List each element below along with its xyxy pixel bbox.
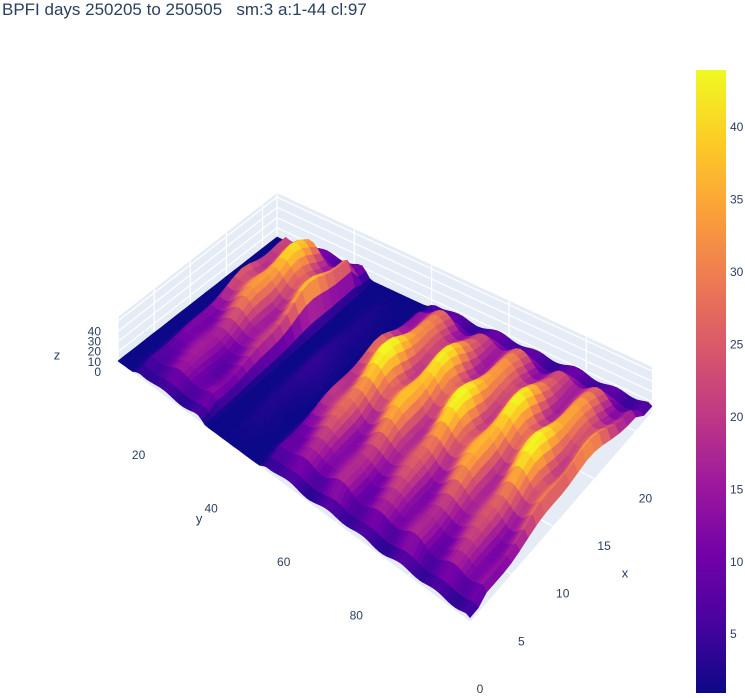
grid-line-z	[117, 206, 278, 332]
colorbar: 5 10 15 20 25 30 35 40	[696, 70, 744, 693]
grid-line-x	[117, 361, 471, 623]
z-tick-label: 0	[94, 365, 101, 379]
y-tick-label: 80	[350, 609, 364, 623]
colorbar-tick-label: 15	[730, 482, 744, 496]
x-tick-label: 5	[518, 634, 525, 648]
z-tick-label: 30	[88, 334, 102, 348]
grid-line-z	[117, 217, 278, 343]
z-tick-label: 20	[88, 345, 102, 359]
chart-title: BPFI days 250205 to 250505 sm:3 a:1-44 c…	[2, 0, 367, 19]
surface-cell	[466, 602, 479, 619]
z-axis-label: z	[54, 347, 61, 362]
colorbar-tick-label: 10	[730, 555, 744, 569]
x-tick-label: 15	[597, 539, 611, 553]
grid-line-z	[117, 196, 278, 322]
grid-line-z-wall	[276, 217, 653, 393]
x-tick-label: 0	[477, 682, 484, 696]
colorbar-tick-label: 20	[730, 410, 744, 424]
y-axis-label: y	[196, 511, 203, 526]
x-tick-label: 20	[639, 491, 653, 505]
colorbar-gradient	[696, 70, 726, 693]
back-plane-xz	[118, 193, 277, 362]
z-tick-label: 40	[88, 324, 102, 338]
grid-line-z-wall	[276, 227, 653, 403]
y-tick-label: 60	[277, 555, 291, 569]
grid-line-z	[117, 227, 278, 353]
back-plane-yz	[277, 193, 652, 412]
y-tick-label: 40	[204, 501, 218, 515]
colorbar-tick-label: 40	[730, 120, 744, 134]
colorbar-tick-label: 5	[730, 627, 737, 641]
grid-line-z-wall	[276, 206, 653, 382]
colorbar-tick-label: 35	[730, 193, 744, 207]
grid-line-z-wall	[276, 196, 653, 372]
x-axis-label: x	[622, 565, 629, 580]
surface-mesh	[117, 236, 653, 619]
colorbar-tick-label: 30	[730, 265, 744, 279]
y-tick-label: 20	[132, 448, 146, 462]
x-tick-label: 10	[556, 587, 570, 601]
colorbar-tick-label: 25	[730, 337, 744, 351]
scene	[117, 193, 653, 623]
z-tick-label: 10	[88, 355, 102, 369]
